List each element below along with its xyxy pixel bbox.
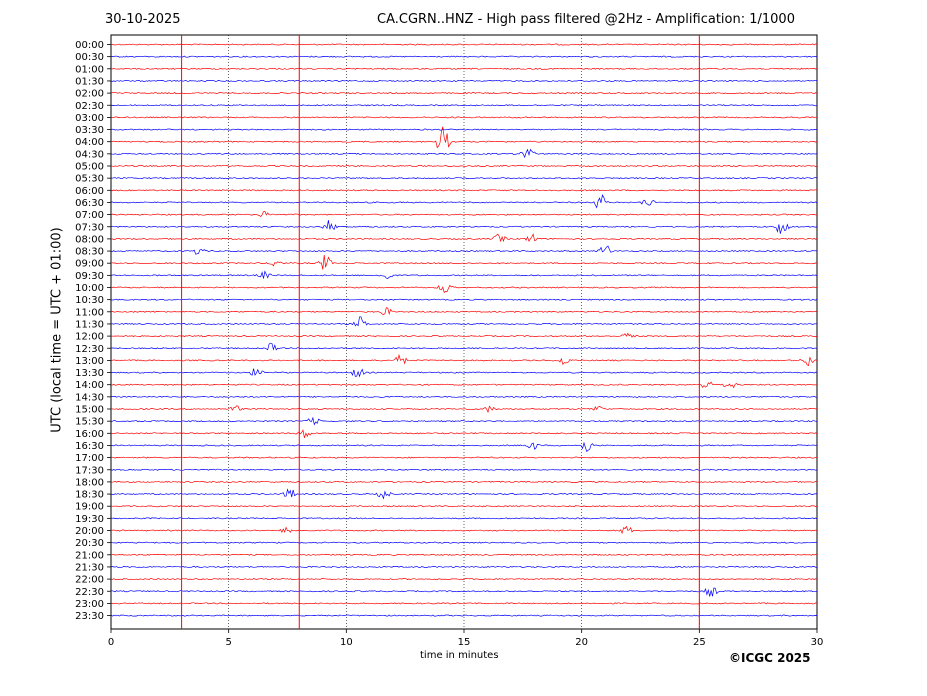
trace-line <box>110 395 818 398</box>
y-tick-label: 09:30 <box>75 271 104 282</box>
y-tick-label: 17:00 <box>75 453 104 464</box>
date-label: 30-10-2025 <box>105 12 181 27</box>
trace-line <box>110 480 818 483</box>
x-tick-label: 5 <box>225 637 231 648</box>
y-tick-label: 04:30 <box>75 149 104 160</box>
y-tick-label: 23:00 <box>75 599 104 610</box>
trace-line <box>110 505 818 508</box>
trace-line <box>110 220 818 234</box>
trace-line <box>111 284 818 294</box>
trace-line <box>110 316 817 327</box>
y-tick-label: 02:30 <box>75 101 104 112</box>
y-tick-label: 16:00 <box>75 429 104 440</box>
y-tick-label: 06:30 <box>75 198 104 209</box>
x-tick-label: 20 <box>575 637 588 648</box>
y-tick-label: 23:30 <box>75 611 104 622</box>
trace-line <box>110 456 817 459</box>
trace-line <box>110 441 818 453</box>
y-tick-label: 12:00 <box>75 332 104 343</box>
y-tick-label: 14:30 <box>75 392 104 403</box>
y-tick-label: 03:30 <box>75 125 104 136</box>
trace-line <box>110 128 817 131</box>
y-tick-label: 15:30 <box>75 417 104 428</box>
trace-line <box>110 368 818 378</box>
y-tick-label: 11:00 <box>75 307 104 318</box>
y-tick-label: 05:00 <box>75 162 104 173</box>
x-tick-label: 0 <box>108 637 114 648</box>
y-tick-label: 01:30 <box>75 76 104 87</box>
y-tick-label: 00:00 <box>75 40 104 51</box>
trace-line <box>111 298 818 301</box>
y-tick-label: 20:30 <box>75 538 104 549</box>
y-tick-label: 09:00 <box>75 259 104 270</box>
chart-title: CA.CGRN..HNZ - High pass filtered @2Hz -… <box>377 12 795 27</box>
x-tick-label: 15 <box>458 637 471 648</box>
y-tick-label: 01:00 <box>75 64 104 75</box>
trace-line <box>110 233 818 243</box>
y-tick-label: 07:30 <box>75 222 104 233</box>
y-tick-label: 13:00 <box>75 356 104 367</box>
trace-line <box>110 164 818 168</box>
y-tick-label: 20:00 <box>75 526 104 537</box>
y-tick-label: 05:30 <box>75 174 104 185</box>
y-tick-label: 04:00 <box>75 137 104 148</box>
trace-line <box>110 245 818 255</box>
y-tick-label: 10:30 <box>75 295 104 306</box>
trace-line <box>111 116 818 119</box>
x-axis-label: time in minutes <box>420 650 499 661</box>
y-tick-label: 11:30 <box>75 319 104 330</box>
y-tick-label: 19:30 <box>75 514 104 525</box>
y-tick-label: 02:00 <box>75 89 104 100</box>
trace-line <box>110 416 818 426</box>
y-tick-label: 08:30 <box>75 247 104 258</box>
y-tick-label: 03:00 <box>75 113 104 124</box>
x-tick-label: 10 <box>340 637 353 648</box>
y-tick-label: 06:00 <box>75 186 104 197</box>
y-tick-label: 14:00 <box>75 380 104 391</box>
y-tick-label: 19:00 <box>75 502 104 513</box>
x-tick-label: 25 <box>693 637 706 648</box>
trace-line <box>110 194 818 209</box>
trace-line <box>110 177 818 180</box>
y-tick-label: 15:00 <box>75 405 104 416</box>
y-tick-label: 22:30 <box>75 587 104 598</box>
y-tick-label: 12:30 <box>75 344 104 355</box>
y-tick-label: 08:00 <box>75 234 104 245</box>
y-tick-label: 21:00 <box>75 550 104 561</box>
y-tick-label: 13:30 <box>75 368 104 379</box>
y-tick-label: 21:30 <box>75 562 104 573</box>
y-tick-label: 17:30 <box>75 465 104 476</box>
x-tick-label: 30 <box>811 637 824 648</box>
y-tick-label: 07:00 <box>75 210 104 221</box>
y-tick-label: 18:00 <box>75 477 104 488</box>
trace-line <box>110 614 818 617</box>
copyright-credit: ©ICGC 2025 <box>729 651 811 665</box>
y-axis-label: UTC (local time = UTC + 01:00) <box>49 227 65 433</box>
y-tick-label: 18:30 <box>75 490 104 501</box>
trace-line <box>110 148 818 159</box>
trace-line <box>110 405 817 414</box>
trace-line <box>110 553 818 556</box>
y-tick-label: 22:00 <box>75 575 104 586</box>
trace-line <box>110 587 818 597</box>
y-tick-label: 10:00 <box>75 283 104 294</box>
trace-line <box>110 517 818 520</box>
trace-line <box>110 189 818 192</box>
y-tick-label: 16:30 <box>75 441 104 452</box>
y-tick-label: 00:30 <box>75 52 104 63</box>
